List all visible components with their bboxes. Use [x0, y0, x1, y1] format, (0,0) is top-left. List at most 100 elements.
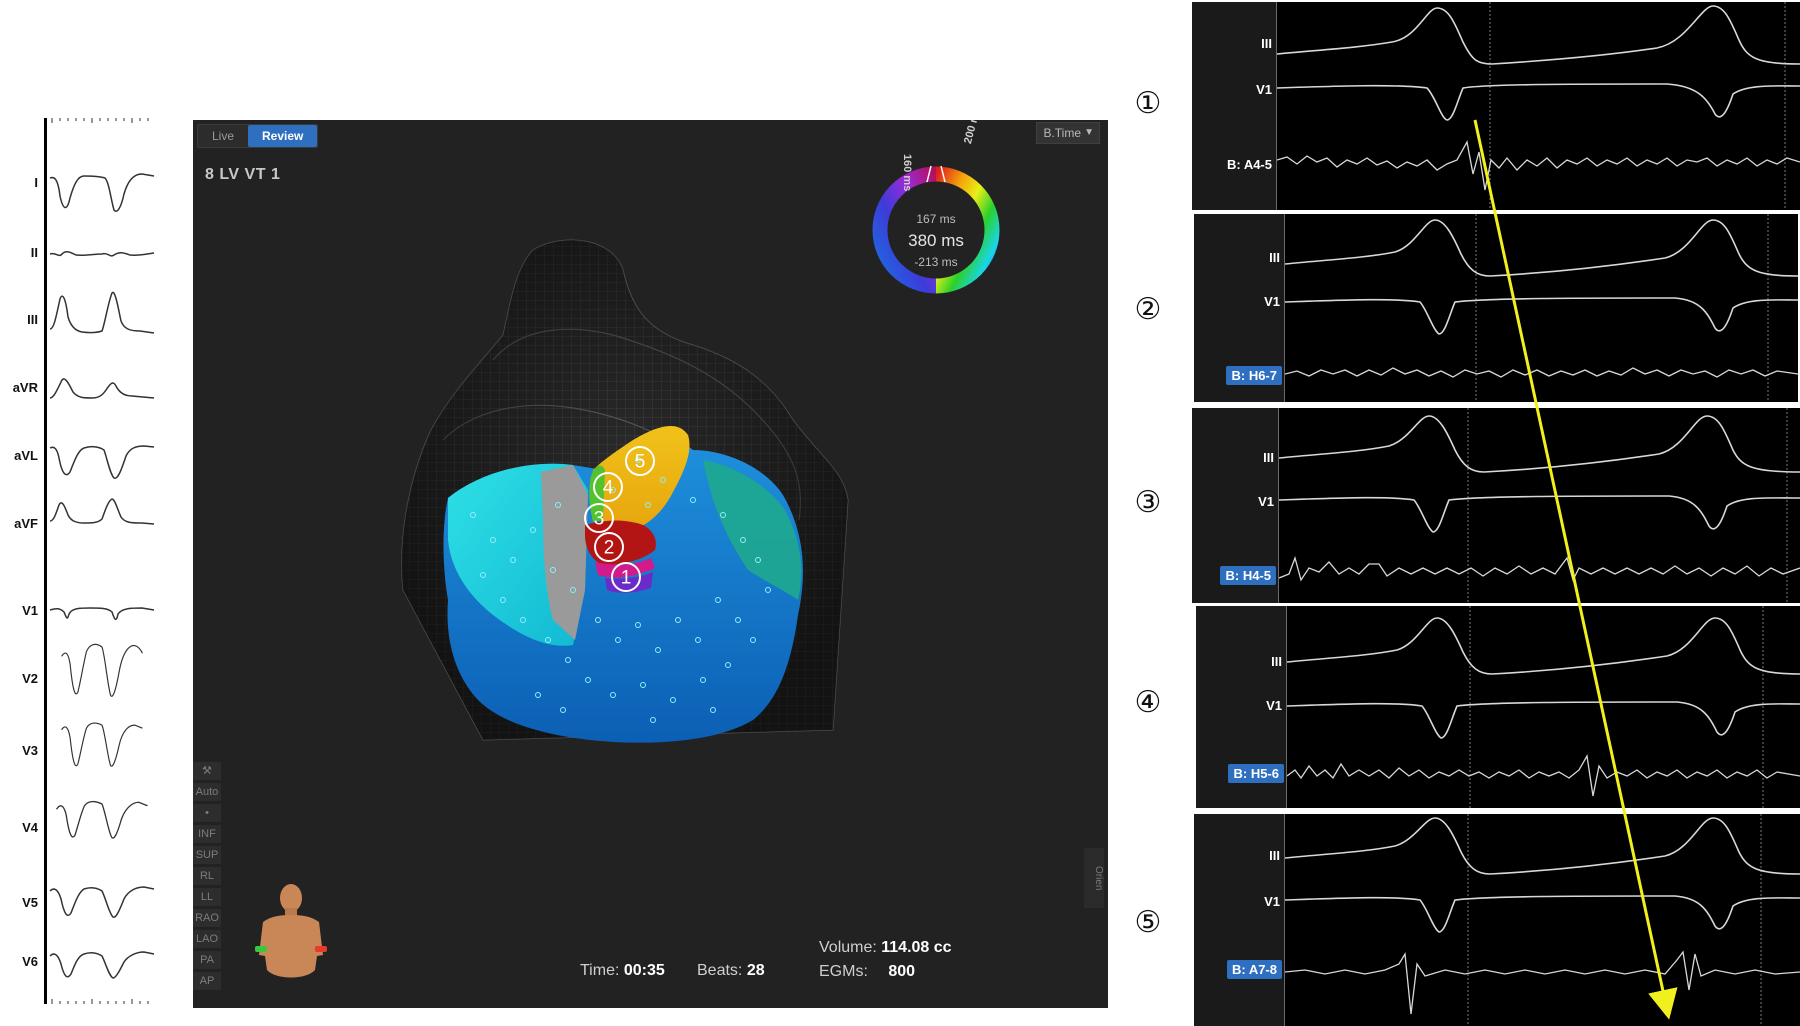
ecg-lead-label-I: I [34, 175, 38, 190]
view-button-pa[interactable]: PA [193, 951, 221, 969]
tab-review[interactable]: Review [248, 125, 318, 147]
egm-strip-4: III V1 B: H5-6 [1196, 606, 1800, 808]
ecg-trace-V5 [49, 886, 155, 918]
egm-strip-1-labels: III V1 B: A4-5 [1192, 2, 1277, 210]
tab-live[interactable]: Live [212, 129, 235, 143]
egm-strip-4-channel-V1: V1 [1266, 698, 1282, 713]
mapping-viewer: 1 2 3 4 5 Live Review 8 LV VT 1 [193, 120, 1108, 1008]
ecg-lead-label-aVR: aVR [12, 380, 38, 395]
egm-strip-2-channel-V1: V1 [1264, 294, 1280, 309]
mode-tabs: Live Review [197, 124, 319, 148]
color-scale-legend: 160 ms 200 ms 167 ms 380 ms -213 ms [861, 120, 1011, 305]
egm-strip-5-channel-bipolar: B: A7-8 [1226, 960, 1282, 979]
egm-strip-2-channel-III: III [1269, 250, 1280, 265]
map-marker-5[interactable]: 5 [625, 446, 655, 476]
view-button-inf[interactable]: INF [193, 825, 221, 843]
view-button-lao[interactable]: LAO [193, 930, 221, 948]
ecg-trace-II [49, 251, 155, 257]
map-marker-4[interactable]: 4 [593, 472, 623, 502]
map-marker-2-label: 2 [604, 538, 615, 559]
stat-volume-label: Volume: [819, 939, 877, 956]
egm-point-cloud [470, 457, 771, 723]
ecg-lead-label-aVF: aVF [14, 516, 38, 531]
torso-orientation-icon [255, 884, 327, 978]
heart-map-canvas[interactable]: 1 2 3 4 5 [193, 120, 1108, 1008]
egm-strip-5: III V1 B: A7-8 [1194, 814, 1800, 1026]
egm-strip-5-labels: III V1 B: A7-8 [1194, 814, 1285, 1026]
stat-time: Time: 00:35 [580, 962, 665, 980]
stat-beats-value: 28 [746, 962, 765, 979]
view-button-auto[interactable]: Auto [193, 783, 221, 801]
ecg-trace-aVL [49, 445, 155, 479]
egm-strip-5-channel-V1: V1 [1264, 894, 1280, 909]
egm-strip-5-marker: ⑤ [1134, 905, 1162, 940]
map-title: 8 LV VT 1 [205, 166, 281, 183]
ecg-lead-label-V1: V1 [22, 603, 38, 618]
egm-strip-2-channel-bipolar: B: H6-7 [1226, 366, 1282, 385]
view-button-rao[interactable]: RAO [193, 909, 221, 927]
ecg-lead-label-V2: V2 [22, 671, 38, 686]
egm-strip-3-channel-bipolar: B: H4-5 [1220, 566, 1276, 585]
view-button-dot[interactable]: • [193, 804, 221, 822]
stat-beats-label: Beats: [697, 962, 743, 979]
legend-upper-value: 167 ms [916, 212, 956, 226]
egm-strip-5-traces [1285, 814, 1800, 1026]
egm-strip-1-traces [1277, 2, 1800, 210]
view-orientation-buttons: ⚒ Auto • INF SUP RL LL RAO LAO PA AP [193, 762, 223, 990]
egm-strip-3-labels: III V1 B: H4-5 [1192, 408, 1279, 603]
ecg-trace-aVR [49, 378, 155, 399]
egm-strip-1: III V1 B: A4-5 [1192, 2, 1800, 210]
ecg-lead-label-II: II [30, 245, 38, 260]
map-type-value: B.Time [1043, 126, 1081, 140]
egm-strip-2-traces [1285, 214, 1798, 402]
stat-egms: EGMs: 800 [819, 963, 915, 981]
view-button-rl[interactable]: RL [193, 867, 221, 885]
egm-strip-4-channel-bipolar: B: H5-6 [1228, 764, 1284, 783]
egm-strip-1-channel-V1: V1 [1256, 82, 1272, 97]
legend-lower-value: -213 ms [914, 255, 958, 269]
view-button-sup[interactable]: SUP [193, 846, 221, 864]
egm-strip-1-marker: ① [1134, 86, 1162, 121]
egm-strip-2-labels: III V1 B: H6-7 [1194, 214, 1285, 402]
ecg-trace-V3 [61, 722, 143, 767]
orientation-tab[interactable]: Orien [1084, 848, 1104, 908]
stat-volume: Volume: 114.08 cc [819, 939, 952, 957]
stat-beats: Beats: 28 [697, 962, 765, 980]
ecg-lead-label-III: III [27, 312, 38, 327]
chevron-down-icon: ▼ [1084, 127, 1094, 138]
ecg-trace-I [49, 173, 155, 212]
egm-strip-3-marker: ③ [1134, 485, 1162, 520]
ecg-panel: I II III aVR aVL aVF V1 V2 V3 V4 V5 V6 [0, 118, 165, 1008]
egm-strip-1-channel-bipolar: B: A4-5 [1226, 157, 1272, 172]
view-button-ap[interactable]: AP [193, 972, 221, 990]
map-marker-1[interactable]: 1 [611, 562, 641, 592]
map-marker-2[interactable]: 2 [594, 532, 624, 562]
stat-egms-label: EGMs: [819, 963, 868, 980]
map-marker-4-label: 4 [603, 478, 614, 499]
ecg-trace-V1 [49, 607, 155, 621]
ecg-bottom-ticks [51, 999, 149, 1004]
ecg-trace-V2 [61, 643, 143, 697]
map-marker-5-label: 5 [635, 452, 646, 473]
map-marker-3-label: 3 [594, 509, 605, 530]
color-ring [872, 165, 1000, 294]
ecg-trace-aVF [49, 498, 155, 525]
ecg-lead-label-V3: V3 [22, 743, 38, 758]
legend-lower-bound: 160 ms [901, 154, 913, 192]
egm-strip-4-marker: ④ [1134, 685, 1162, 720]
egm-strip-3-channel-III: III [1263, 450, 1274, 465]
ecg-trace-V4 [55, 800, 148, 839]
egm-strip-4-labels: III V1 B: H5-6 [1196, 606, 1287, 808]
view-button-ll[interactable]: LL [193, 888, 221, 906]
stat-time-label: Time: [580, 962, 620, 979]
ecg-lead-label-V5: V5 [22, 895, 38, 910]
ecg-trace-V6 [49, 951, 155, 979]
egm-strip-1-channel-III: III [1261, 36, 1272, 51]
wrench-icon[interactable]: ⚒ [193, 762, 221, 780]
ecg-lead-label-aVL: aVL [14, 448, 38, 463]
ecg-axis-line [44, 118, 47, 1004]
map-type-dropdown[interactable]: B.Time ▼ [1036, 122, 1100, 144]
activation-map [443, 425, 803, 743]
map-marker-3[interactable]: 3 [584, 503, 614, 533]
